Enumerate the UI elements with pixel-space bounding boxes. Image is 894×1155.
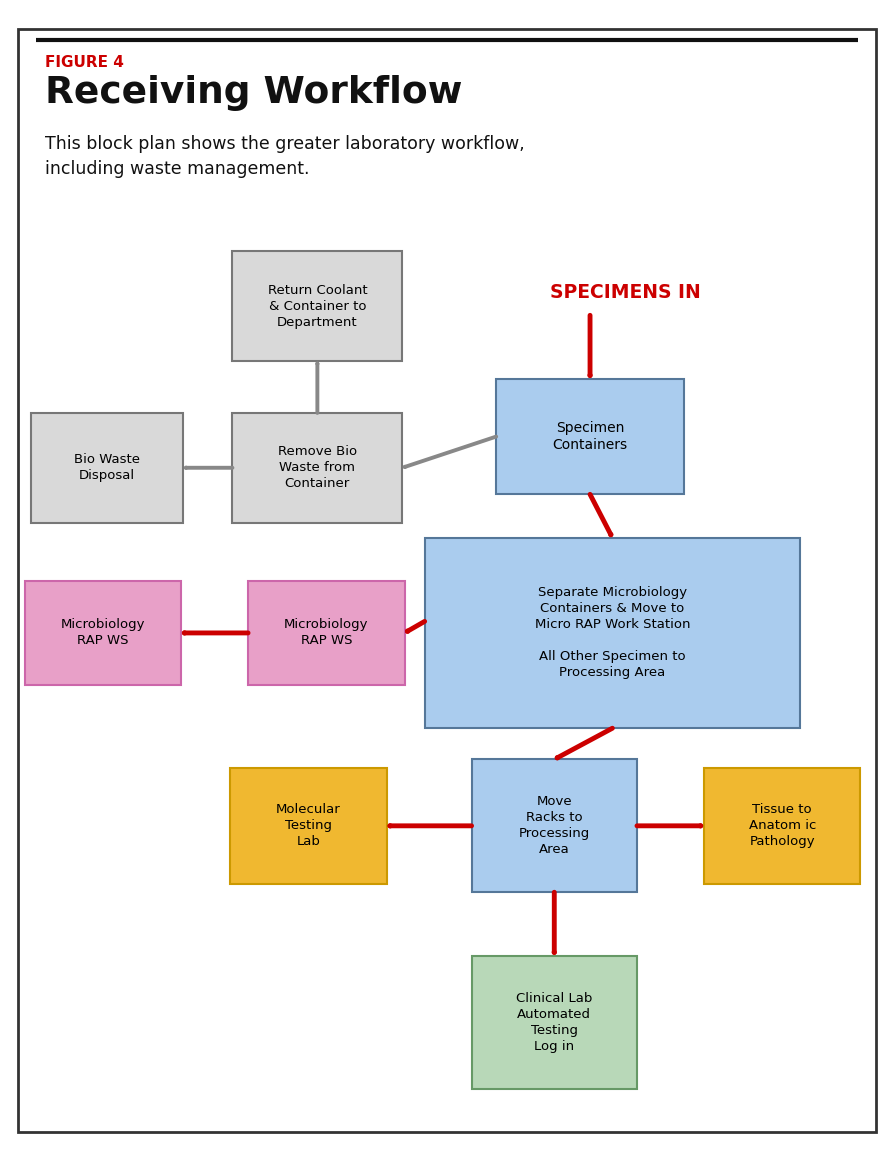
FancyBboxPatch shape	[230, 768, 386, 884]
FancyBboxPatch shape	[472, 956, 637, 1088]
Text: This block plan shows the greater laboratory workflow,
including waste managemen: This block plan shows the greater labora…	[45, 135, 525, 178]
Text: Specimen
Containers: Specimen Containers	[552, 420, 628, 453]
FancyBboxPatch shape	[31, 413, 183, 522]
FancyBboxPatch shape	[25, 581, 181, 685]
Text: Clinical Lab
Automated
Testing
Log in: Clinical Lab Automated Testing Log in	[516, 992, 593, 1052]
FancyBboxPatch shape	[248, 581, 404, 685]
FancyBboxPatch shape	[496, 379, 684, 494]
FancyBboxPatch shape	[425, 538, 800, 729]
Text: FIGURE 4: FIGURE 4	[45, 55, 123, 70]
FancyBboxPatch shape	[704, 768, 860, 884]
Text: Microbiology
RAP WS: Microbiology RAP WS	[61, 618, 145, 648]
FancyBboxPatch shape	[472, 760, 637, 892]
Text: Tissue to
Anatom ic
Pathology: Tissue to Anatom ic Pathology	[748, 804, 816, 848]
FancyBboxPatch shape	[232, 413, 402, 522]
Text: Remove Bio
Waste from
Container: Remove Bio Waste from Container	[278, 446, 357, 490]
Text: Separate Microbiology
Containers & Move to
Micro RAP Work Station

All Other Spe: Separate Microbiology Containers & Move …	[535, 587, 690, 679]
Text: Molecular
Testing
Lab: Molecular Testing Lab	[276, 804, 341, 848]
Text: Microbiology
RAP WS: Microbiology RAP WS	[284, 618, 368, 648]
Text: Return Coolant
& Container to
Department: Return Coolant & Container to Department	[267, 284, 367, 328]
Text: Move
Racks to
Processing
Area: Move Racks to Processing Area	[519, 796, 590, 856]
Text: Bio Waste
Disposal: Bio Waste Disposal	[74, 453, 140, 483]
FancyBboxPatch shape	[232, 252, 402, 360]
Text: Receiving Workflow: Receiving Workflow	[45, 75, 462, 111]
Text: SPECIMENS IN: SPECIMENS IN	[551, 283, 701, 301]
